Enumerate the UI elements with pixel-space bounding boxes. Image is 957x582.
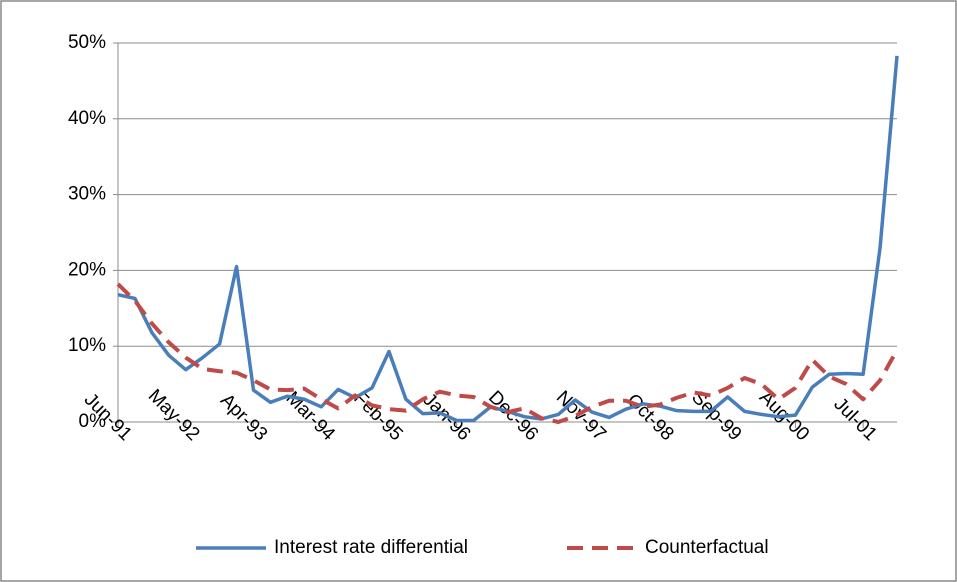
y-tick-label: 50% xyxy=(68,32,106,53)
y-tick-label: 40% xyxy=(68,108,106,129)
series-line xyxy=(116,282,899,424)
legend-label: Counterfactual xyxy=(645,537,769,558)
y-tick-label: 10% xyxy=(68,335,106,356)
y-tick-label: 20% xyxy=(68,259,106,280)
legend-label: Interest rate differential xyxy=(274,537,468,558)
y-tick-label: 30% xyxy=(68,184,106,205)
y-tick-label: 0% xyxy=(79,411,107,432)
